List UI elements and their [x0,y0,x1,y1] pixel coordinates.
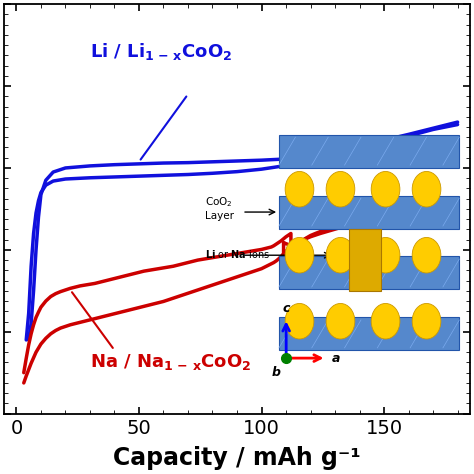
Text: Li / Li$_{\mathregular{1\/-\/x}}$CoO$_{\mathregular{2}}$: Li / Li$_{\mathregular{1\/-\/x}}$CoO$_{\… [90,41,232,63]
Text: Na / Na$_{\mathregular{1\/-\/x}}$CoO$_{\mathregular{2}}$: Na / Na$_{\mathregular{1\/-\/x}}$CoO$_{\… [90,352,251,372]
X-axis label: Capacity / mAh g⁻¹: Capacity / mAh g⁻¹ [113,446,361,470]
